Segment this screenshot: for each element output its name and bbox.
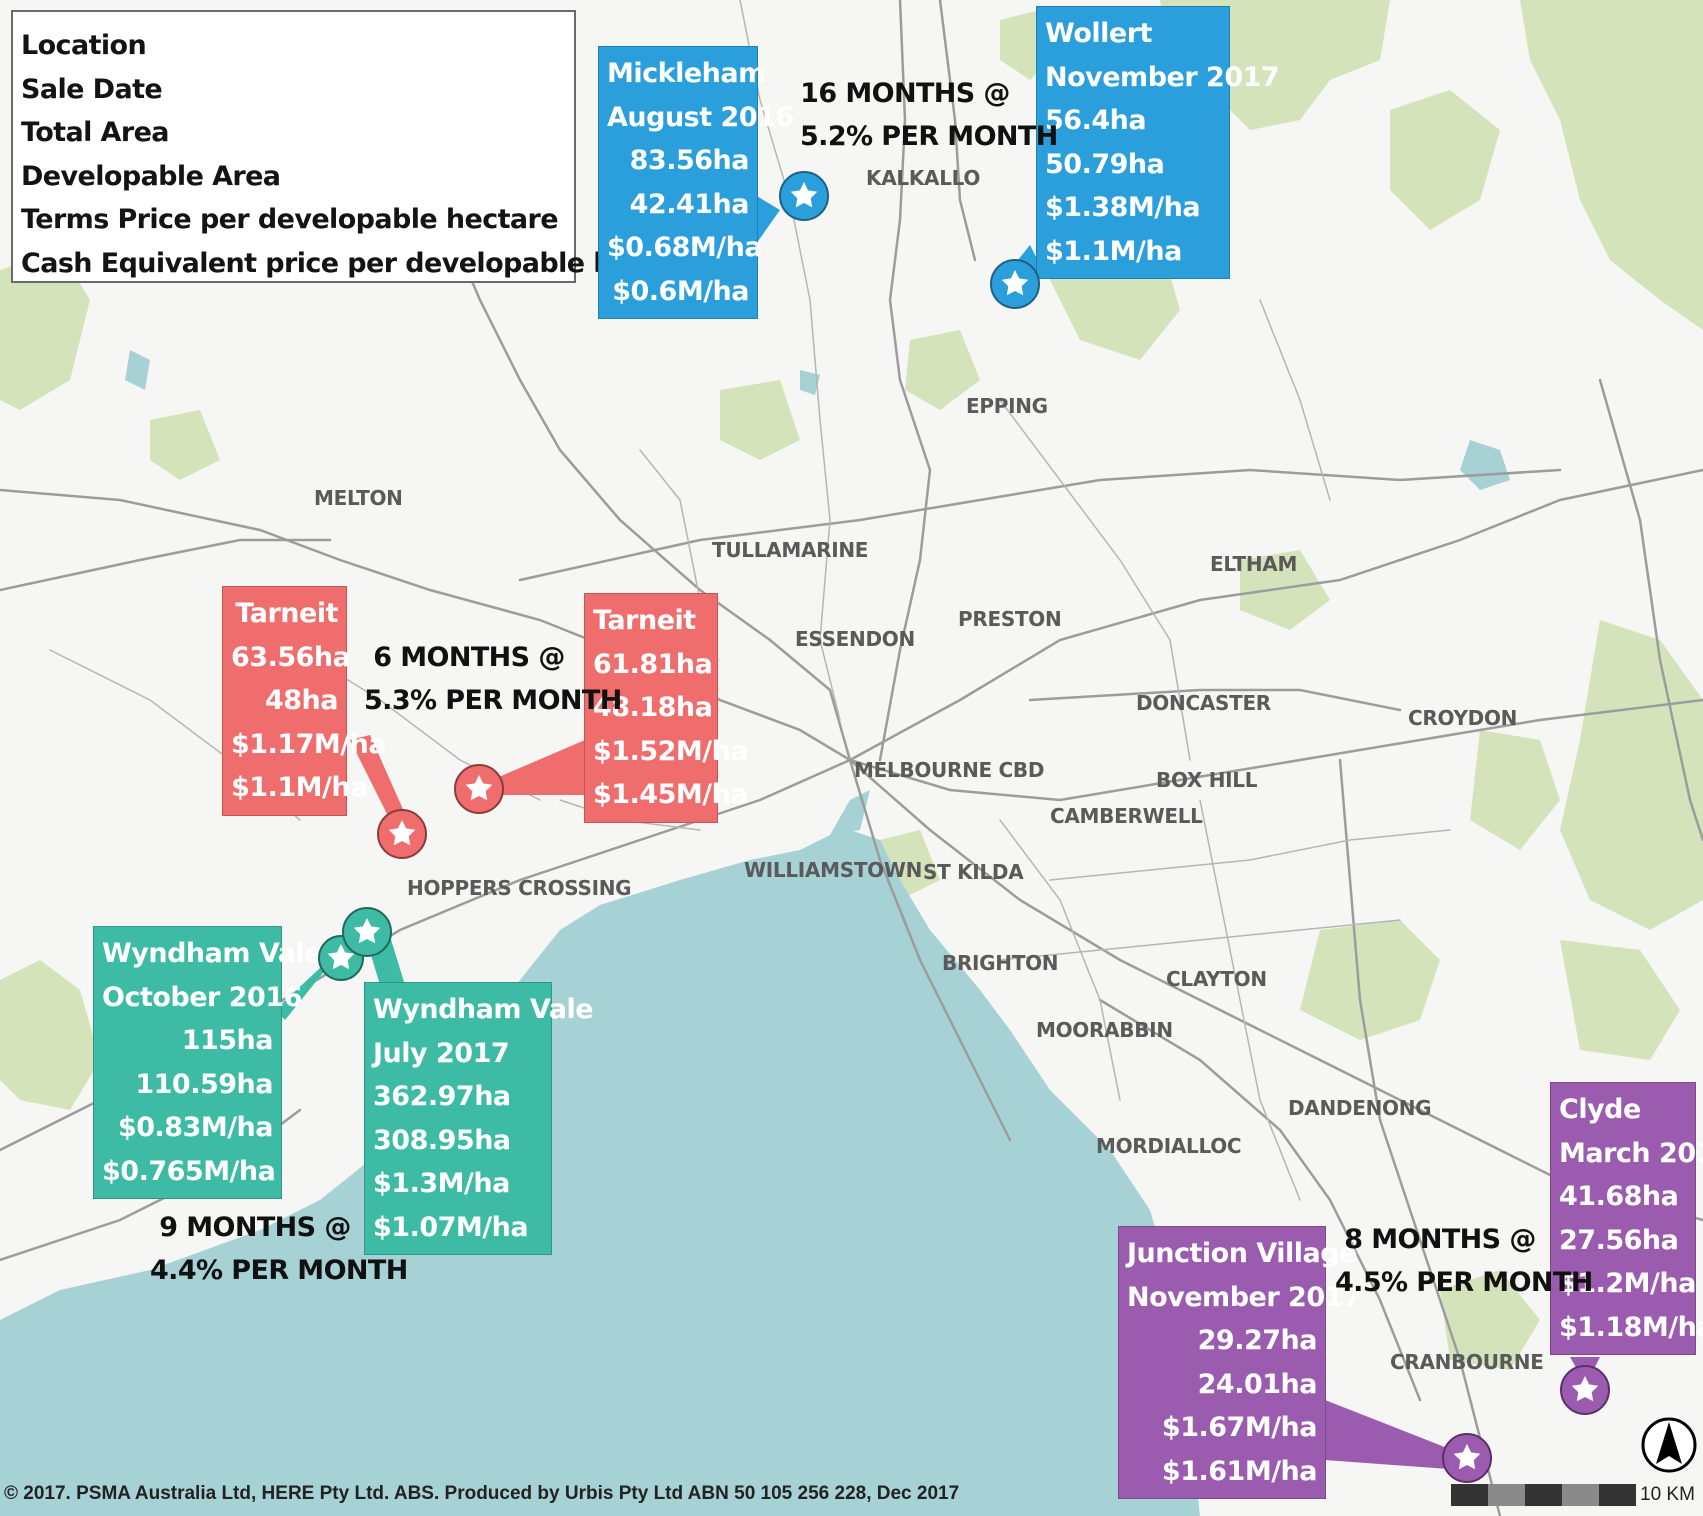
sale-total-area: 115ha: [181, 1025, 274, 1056]
star-marker-tarneit-1[interactable]: [377, 809, 427, 859]
place-tullamarine: TULLAMARINE: [712, 538, 869, 562]
sale-total-area: 29.27ha: [1197, 1325, 1318, 1356]
place-croydon: CROYDON: [1408, 706, 1518, 730]
park-areas: [0, 0, 1703, 1370]
sale-terms-price: $1.3M/ha: [373, 1168, 510, 1199]
place-eltham: ELTHAM: [1210, 552, 1298, 576]
place-clayton: CLAYTON: [1166, 967, 1267, 991]
place-williamstown: WILLIAMSTOWN: [744, 858, 923, 882]
sale-cash-price: $0.765M/ha: [102, 1155, 276, 1187]
place-camberwell: CAMBERWELL: [1050, 804, 1203, 828]
sale-developable-area: 48ha: [264, 685, 339, 716]
scale-label: 10 KM: [1640, 1484, 1695, 1505]
place-melton: MELTON: [314, 486, 403, 510]
star-marker-tarneit-2[interactable]: [454, 764, 504, 814]
star-marker-mickleham[interactable]: [779, 171, 829, 221]
sale-box-junction-village: Junction Village November 2017 29.27ha 2…: [1118, 1226, 1362, 1499]
copyright-notice: © 2017. PSMA Australia Ltd, HERE Pty Ltd…: [4, 1483, 960, 1504]
sale-date: March 2017: [1559, 1137, 1703, 1169]
place-essendon: ESSENDON: [795, 627, 915, 651]
north-arrow-icon: [1641, 1417, 1697, 1473]
star-marker-wollert[interactable]: [990, 259, 1040, 309]
sale-total-area: 56.4ha: [1045, 105, 1147, 136]
sale-total-area: 61.81ha: [593, 648, 713, 680]
sale-cash-price: $0.6M/ha: [612, 275, 749, 307]
sale-location: Clyde: [1559, 1094, 1641, 1125]
sale-cash-price: $1.07M/ha: [373, 1211, 529, 1243]
place-epping: EPPING: [966, 394, 1048, 418]
sale-box-wyndham-vale-2: Wyndham Vale July 2017 362.97ha 308.95ha…: [364, 982, 594, 1255]
place-brighton: BRIGHTON: [942, 951, 1059, 975]
place-mordialloc: MORDIALLOC: [1096, 1134, 1242, 1158]
sale-total-area: 362.97ha: [373, 1081, 511, 1112]
sale-date: July 2017: [373, 1037, 510, 1069]
place-moorabbin: MOORABBIN: [1036, 1018, 1173, 1042]
sale-terms-price: $1.2M/ha: [1559, 1268, 1696, 1299]
sale-developable-area: 110.59ha: [135, 1068, 273, 1100]
sale-developable-area: 42.41ha: [629, 188, 750, 220]
place-doncaster: DONCASTER: [1136, 691, 1271, 715]
sale-total-area: 83.56ha: [629, 145, 750, 176]
sale-total-area: 63.56ha: [231, 641, 351, 673]
sale-cash-price: $1.61M/ha: [1161, 1455, 1318, 1487]
sale-terms-price: $1.38M/ha: [1045, 192, 1201, 223]
star-marker-clyde[interactable]: [1560, 1365, 1610, 1415]
sale-terms-price: $0.83M/ha: [117, 1112, 274, 1143]
sale-developable-area: 27.56ha: [1559, 1224, 1679, 1256]
sale-location: Wollert: [1045, 18, 1152, 49]
sale-terms-price: $0.68M/ha: [607, 232, 763, 263]
place-dandenong: DANDENONG: [1288, 1096, 1432, 1120]
sale-developable-area: 48.18ha: [593, 692, 713, 723]
minor-roads: [49, 0, 1451, 1201]
legend-row-terms-price: Terms Price per developable hectare: [21, 204, 559, 235]
scale-bar: [1451, 1484, 1636, 1506]
growth-period: 6 MONTHS @: [373, 642, 565, 673]
sale-box-tarneit-1: Tarneit 63.56ha 48ha $1.17M/ha $1.1M/ha: [222, 586, 387, 816]
legend-row-total-area: Total Area: [21, 117, 170, 148]
sale-developable-area: 308.95ha: [373, 1124, 511, 1156]
sale-cash-price: $1.18M/ha: [1559, 1311, 1703, 1343]
legend-row-sale-date: Sale Date: [21, 73, 163, 105]
star-marker-junction-village[interactable]: [1442, 1433, 1492, 1483]
sale-box-clyde: Clyde March 2017 41.68ha 27.56ha $1.2M/h…: [1550, 1082, 1703, 1355]
sale-terms-price: $1.67M/ha: [1161, 1412, 1318, 1443]
place-melbourne-cbd: MELBOURNE CBD: [854, 758, 1045, 782]
sale-developable-area: 24.01ha: [1197, 1368, 1318, 1400]
place-preston: PRESTON: [958, 607, 1062, 631]
place-hoppers-crossing: HOPPERS CROSSING: [407, 876, 632, 900]
legend-box: Location Sale Date Total Area Developabl…: [11, 10, 706, 283]
legend-row-location: Location: [21, 30, 147, 61]
place-cranbourne: CRANBOURNE: [1390, 1350, 1544, 1374]
place-box-hill: BOX HILL: [1156, 768, 1258, 792]
sale-cash-price: $1.1M/ha: [1045, 235, 1182, 267]
sale-box-wyndham-vale-1: Wyndham Vale October 2016 115ha 110.59ha…: [93, 926, 323, 1199]
sale-total-area: 41.68ha: [1559, 1181, 1679, 1212]
place-st-kilda: ST KILDA: [923, 860, 1024, 884]
sale-location: Tarneit: [235, 598, 338, 629]
sale-location: Mickleham: [607, 58, 766, 89]
star-marker-wyndham-vale-2[interactable]: [342, 907, 392, 957]
sale-location: Tarneit: [593, 605, 696, 636]
sale-date: October 2016: [102, 981, 302, 1013]
legend-row-developable-area: Developable Area: [21, 160, 281, 192]
port-phillip-bay: [0, 350, 1510, 1516]
sale-developable-area: 50.79ha: [1045, 148, 1165, 180]
growth-period: 16 MONTHS @: [800, 78, 1010, 109]
place-kalkallo: KALKALLO: [866, 166, 981, 190]
growth-period: 9 MONTHS @: [159, 1212, 351, 1243]
growth-period: 8 MONTHS @: [1344, 1224, 1536, 1255]
